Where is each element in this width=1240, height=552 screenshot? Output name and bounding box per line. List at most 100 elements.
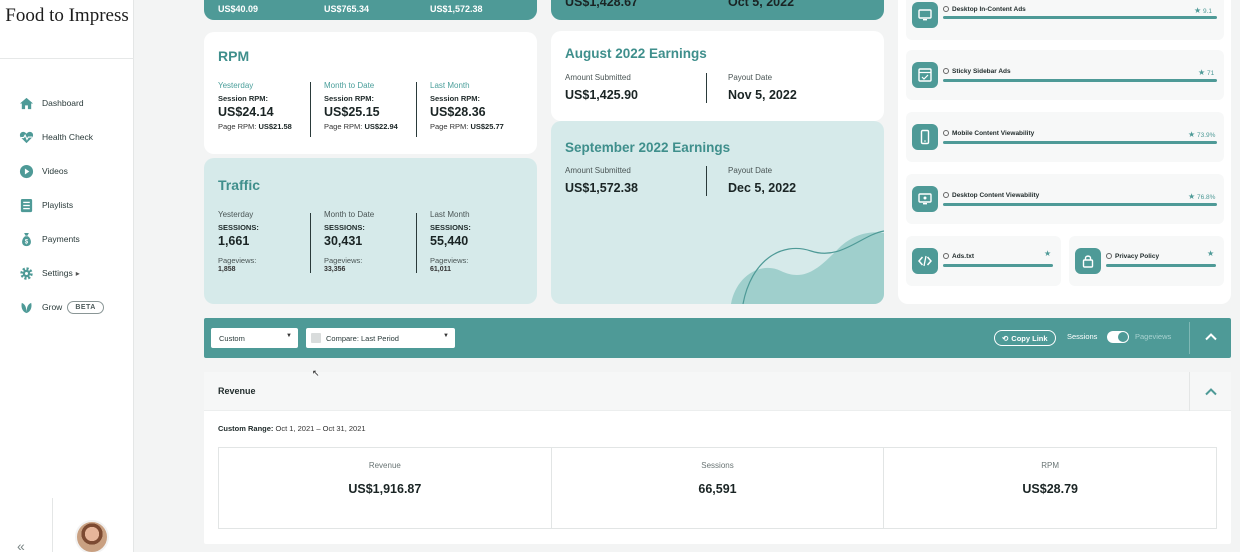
pageviews-label: Pageviews: <box>430 256 469 265</box>
checklist-item-desktop-in-content-ads[interactable]: Desktop In-Content Ads ★ 9.1 <box>906 0 1224 40</box>
pageviews-label: Pageviews: <box>218 256 257 265</box>
rpm-last-month: Last Month Session RPM: US$28.36 Page RP… <box>430 81 504 131</box>
sidebar-item-label: Settings <box>42 268 73 278</box>
play-icon <box>19 164 34 179</box>
copy-link-button[interactable]: ⟲ Copy Link <box>994 330 1056 346</box>
metric-value: US$25.15 <box>324 105 380 119</box>
amount-submitted-label: Amount Submitted <box>565 166 631 175</box>
checklist-label: Desktop In-Content Ads <box>943 6 1026 13</box>
compare-checkbox[interactable] <box>311 333 321 343</box>
checklist-item-privacy-policy[interactable]: Privacy Policy ★ <box>1069 236 1224 286</box>
collapse-sidebar-icon[interactable]: « <box>17 538 25 552</box>
desktop-icon <box>912 2 938 28</box>
toolbar-divider <box>1189 322 1190 354</box>
sidebar-item-label: Grow <box>42 302 63 312</box>
checklist-label: Sticky Sidebar Ads <box>943 68 1011 75</box>
sidebar-item-videos[interactable]: Videos <box>0 154 134 188</box>
strip-value-last-month: US$1,572.38 <box>430 4 483 14</box>
radio-icon <box>943 6 949 12</box>
code-icon <box>912 248 938 274</box>
stat-rpm: RPM US$28.79 <box>884 448 1216 528</box>
period-label: Last Month <box>430 210 470 219</box>
chevron-up-icon[interactable] <box>1204 385 1218 399</box>
decorative-wave <box>731 230 884 304</box>
pageviews-label: Pageviews: <box>324 256 363 265</box>
stat-label: Revenue <box>368 461 401 470</box>
sidebar-item-payments[interactable]: $ Payments <box>0 222 134 256</box>
checklist-score: ★ 73.9% <box>1188 130 1216 139</box>
score-bar <box>1106 264 1216 267</box>
leaf-icon <box>19 300 34 315</box>
amount-submitted-label: Amount Submitted <box>565 73 631 82</box>
sidebar-item-settings[interactable]: Settings ▸ <box>0 256 134 290</box>
stat-sessions: Sessions 66,591 <box>552 448 885 528</box>
metric-value: 1,661 <box>218 234 250 248</box>
stat-value: US$1,916.87 <box>348 482 422 496</box>
september-earnings-card: September 2022 Earnings Amount Submitted… <box>551 121 884 304</box>
rpm-month-to-date: Month to Date Session RPM: US$25.15 Page… <box>324 81 398 131</box>
metric-value: 30,431 <box>324 234 363 248</box>
october-earnings-strip: US$1,428.67 Oct 5, 2022 <box>551 0 884 20</box>
sidebar-item-grow[interactable]: Grow BETA <box>0 290 134 324</box>
checklist-score: ★ 9.1 <box>1194 6 1213 15</box>
score-bar <box>943 264 1053 267</box>
checklist-item-ads-txt[interactable]: Ads.txt ★ <box>906 236 1061 286</box>
rpm-yesterday: Yesterday Session RPM: US$24.14 Page RPM… <box>218 81 292 131</box>
score-bar <box>943 203 1217 206</box>
star-icon: ★ <box>1198 68 1206 77</box>
compare-select[interactable]: Compare: Last Period ▼ <box>306 328 455 348</box>
revenue-header[interactable]: Revenue <box>204 372 1231 411</box>
metric-label: SESSIONS: <box>324 223 365 232</box>
sidebar-item-label: Health Check <box>42 132 94 142</box>
period-label: Month to Date <box>324 210 375 219</box>
page-rpm: Page RPM: US$21.58 <box>218 122 292 131</box>
checklist-item-desktop-content-viewability[interactable]: Desktop Content Viewability ★ 76.8% <box>906 174 1224 224</box>
sidebar-item-playlists[interactable]: Playlists <box>0 188 134 222</box>
chevron-right-icon: ▸ <box>75 268 80 278</box>
star-icon: ★ <box>1188 192 1196 201</box>
avatar[interactable] <box>75 520 109 552</box>
stat-value: 66,591 <box>698 482 737 496</box>
period-label: Yesterday <box>218 81 254 90</box>
amount-submitted-value: US$1,572.38 <box>565 181 638 195</box>
sessions-pageviews-toggle[interactable] <box>1107 331 1129 343</box>
star-icon: ★ <box>1194 6 1202 15</box>
page-rpm: Page RPM: US$25.77 <box>430 122 504 131</box>
sidebar: Food to Impress Dashboard Health Check V… <box>0 0 134 552</box>
mobile-icon <box>912 124 938 150</box>
sidebar-item-label: Videos <box>42 166 68 176</box>
sidebar-item-health-check[interactable]: Health Check <box>0 120 134 154</box>
checklist-item-mobile-content-viewability[interactable]: Mobile Content Viewability ★ 73.9% <box>906 112 1224 162</box>
pageviews-value: 33,356 <box>324 266 346 273</box>
traffic-title: Traffic <box>218 177 261 193</box>
checklist-score: ★ 71 <box>1198 68 1215 77</box>
checklist-label: Privacy Policy <box>1106 253 1159 260</box>
column-divider <box>416 213 417 273</box>
metric-value: 55,440 <box>430 234 469 248</box>
payout-date-value: Dec 5, 2022 <box>728 181 797 195</box>
column-divider <box>310 213 311 273</box>
heartbeat-icon <box>19 130 34 145</box>
star-icon: ★ <box>1188 130 1196 139</box>
traffic-card: Traffic Yesterday SESSIONS: 1,661 Pagevi… <box>204 158 537 304</box>
date-range-select[interactable]: Custom ▼ <box>211 328 298 348</box>
period-label: Last Month <box>430 81 470 90</box>
sidebar-item-dashboard[interactable]: Dashboard <box>0 86 134 120</box>
sidebar-item-label: Playlists <box>42 200 74 210</box>
score-bar <box>943 141 1217 144</box>
october-amount: US$1,428.67 <box>565 0 638 9</box>
metric-label: Session RPM: <box>218 94 269 103</box>
traffic-month-to-date: Month to Date SESSIONS: 30,431 Pageviews… <box>324 210 374 273</box>
site-logo[interactable]: Food to Impress <box>5 5 129 26</box>
chevron-up-icon[interactable] <box>1204 330 1218 344</box>
column-divider <box>706 73 707 103</box>
sidebar-item-label: Payments <box>42 234 80 244</box>
amount-submitted-value: US$1,425.90 <box>565 88 638 102</box>
checklist-item-sticky-sidebar-ads[interactable]: Sticky Sidebar Ads ★ 71 <box>906 50 1224 100</box>
october-date: Oct 5, 2022 <box>728 0 795 9</box>
metric-value: US$28.36 <box>430 105 486 119</box>
august-earnings-title: August 2022 Earnings <box>565 46 707 61</box>
caret-down-icon: ▼ <box>443 333 449 339</box>
pageviews-value: 1,858 <box>218 266 236 273</box>
score-bar <box>943 16 1217 19</box>
